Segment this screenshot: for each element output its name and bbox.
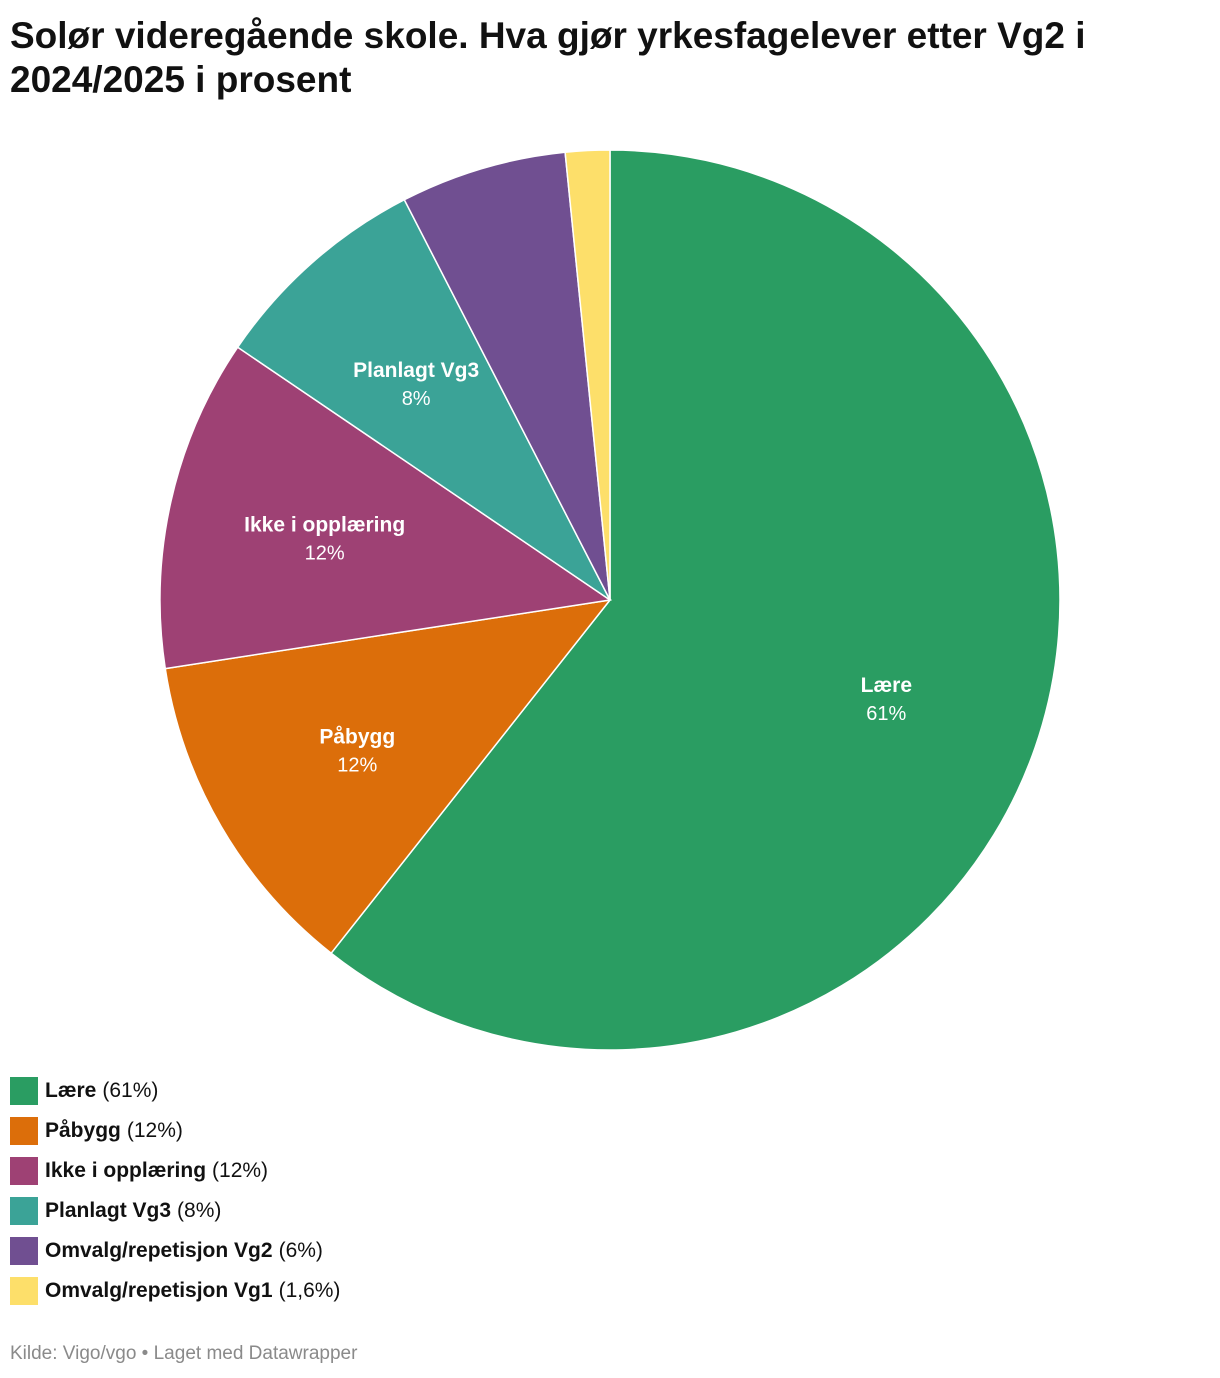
legend-value-1: (12%) bbox=[127, 1119, 183, 1143]
legend-value-4: (6%) bbox=[279, 1239, 323, 1263]
legend-value-5: (1,6%) bbox=[279, 1279, 341, 1303]
legend-value-2: (12%) bbox=[212, 1159, 268, 1183]
legend-swatch-2 bbox=[10, 1157, 38, 1185]
legend-value-3: (8%) bbox=[177, 1199, 221, 1223]
slice-label-value-3: 8% bbox=[402, 388, 431, 410]
legend-item-3: Planlagt Vg3 (8%) bbox=[10, 1191, 340, 1231]
slice-label-value-2: 12% bbox=[305, 543, 345, 565]
legend-swatch-1 bbox=[10, 1117, 38, 1145]
legend-item-5: Omvalg/repetisjon Vg1 (1,6%) bbox=[10, 1271, 340, 1311]
legend-swatch-3 bbox=[10, 1197, 38, 1225]
legend-label-1: Påbygg bbox=[45, 1119, 121, 1143]
legend-label-0: Lære bbox=[45, 1079, 96, 1103]
slice-label-name-1: Påbygg bbox=[319, 725, 395, 748]
chart-legend: Lære (61%) Påbygg (12%) Ikke i opplæring (12%… bbox=[10, 1071, 340, 1311]
slice-label-name-0: Lære bbox=[861, 674, 912, 697]
legend-label-2: Ikke i opplæring bbox=[45, 1159, 206, 1183]
slice-label-value-1: 12% bbox=[337, 754, 377, 776]
legend-label-4: Omvalg/repetisjon Vg2 bbox=[45, 1239, 273, 1263]
pie-chart: Lære 61% Påbygg 12% Ikke i opplæring 12% Planl… bbox=[0, 0, 1220, 1060]
legend-item-2: Ikke i opplæring (12%) bbox=[10, 1151, 340, 1191]
slice-label-name-2: Ikke i opplæring bbox=[244, 514, 405, 537]
legend-item-1: Påbygg (12%) bbox=[10, 1111, 340, 1151]
legend-swatch-5 bbox=[10, 1277, 38, 1305]
legend-value-0: (61%) bbox=[102, 1079, 158, 1103]
legend-item-0: Lære (61%) bbox=[10, 1071, 340, 1111]
legend-label-5: Omvalg/repetisjon Vg1 bbox=[45, 1279, 273, 1303]
slice-label-name-3: Planlagt Vg3 bbox=[353, 359, 479, 382]
legend-swatch-0 bbox=[10, 1077, 38, 1105]
legend-label-3: Planlagt Vg3 bbox=[45, 1199, 171, 1223]
slice-label-value-0: 61% bbox=[866, 703, 906, 725]
source-note: Kilde: Vigo/vgo • Laget med Datawrapper bbox=[10, 1343, 357, 1365]
legend-item-4: Omvalg/repetisjon Vg2 (6%) bbox=[10, 1231, 340, 1271]
legend-swatch-4 bbox=[10, 1237, 38, 1265]
